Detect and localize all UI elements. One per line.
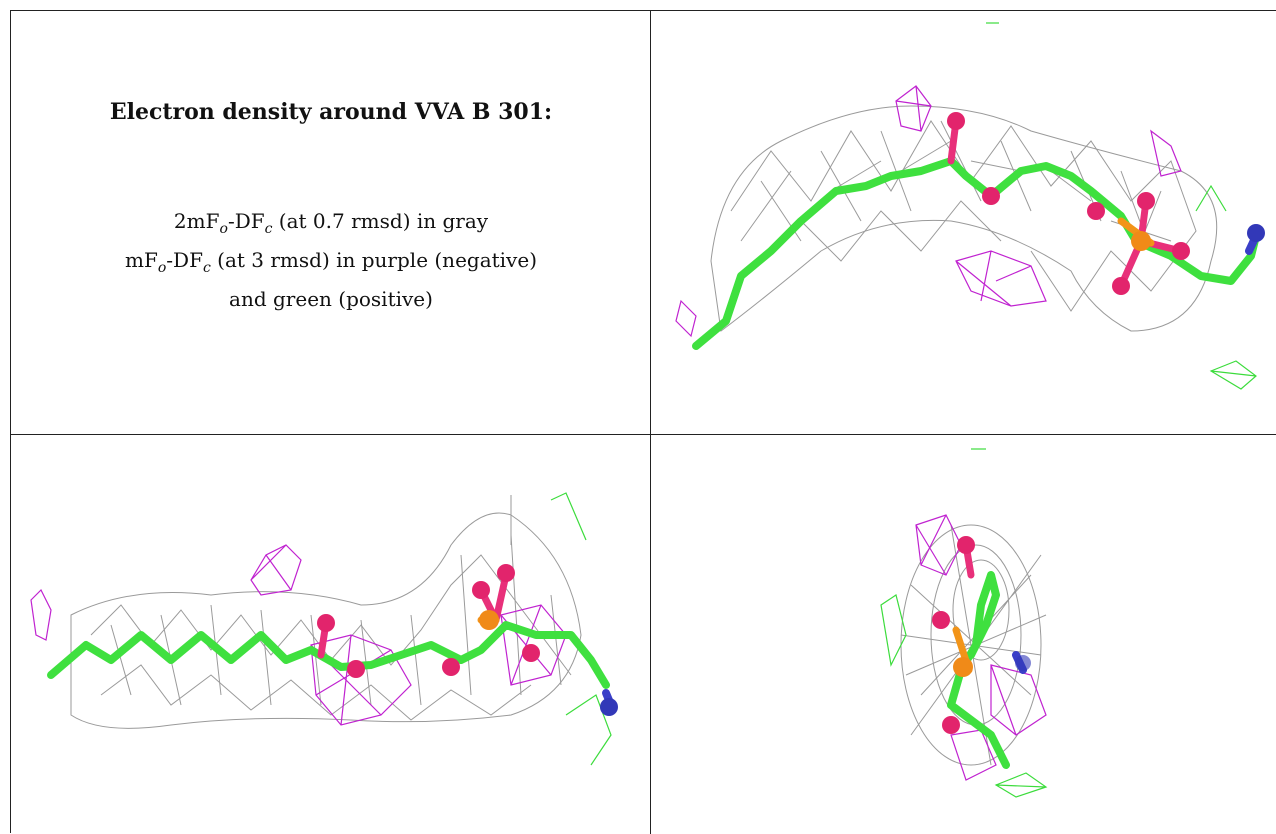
density-render-2 — [30, 492, 618, 766]
negative-difference-density — [675, 85, 1182, 338]
positive-difference-density — [550, 492, 612, 766]
density-render-3 — [880, 448, 1048, 798]
figure-table: Electron density around VVA B 301: 2mFo-… — [10, 10, 1276, 834]
negative-difference-density — [915, 514, 1047, 781]
ligand-model — [692, 112, 1265, 350]
gray-density-mesh — [900, 524, 1047, 766]
positive-difference-density — [986, 22, 1257, 390]
ligand-model — [47, 564, 618, 716]
positive-difference-density — [880, 448, 1048, 798]
legend-line-fofc: mFo-DFc (at 3 rmsd) in purple (negative) — [125, 248, 537, 276]
density-view-2 — [11, 435, 651, 834]
density-view-1 — [651, 11, 1276, 435]
caption-cell: Electron density around VVA B 301: 2mFo-… — [11, 11, 651, 435]
density-view-3 — [651, 435, 1276, 834]
legend-line-2fofc: 2mFo-DFc (at 0.7 rmsd) in gray — [173, 209, 489, 237]
negative-difference-density — [30, 544, 567, 726]
gray-density-mesh — [70, 495, 582, 729]
legend-line-positive: and green (positive) — [229, 287, 433, 311]
density-render-1 — [675, 22, 1265, 390]
density-legend: 2mFo-DFc (at 0.7 rmsd) in gray mFo-DFc (… — [11, 206, 650, 315]
ligand-model — [932, 536, 1031, 769]
figure-title: Electron density around VVA B 301: — [109, 99, 553, 125]
